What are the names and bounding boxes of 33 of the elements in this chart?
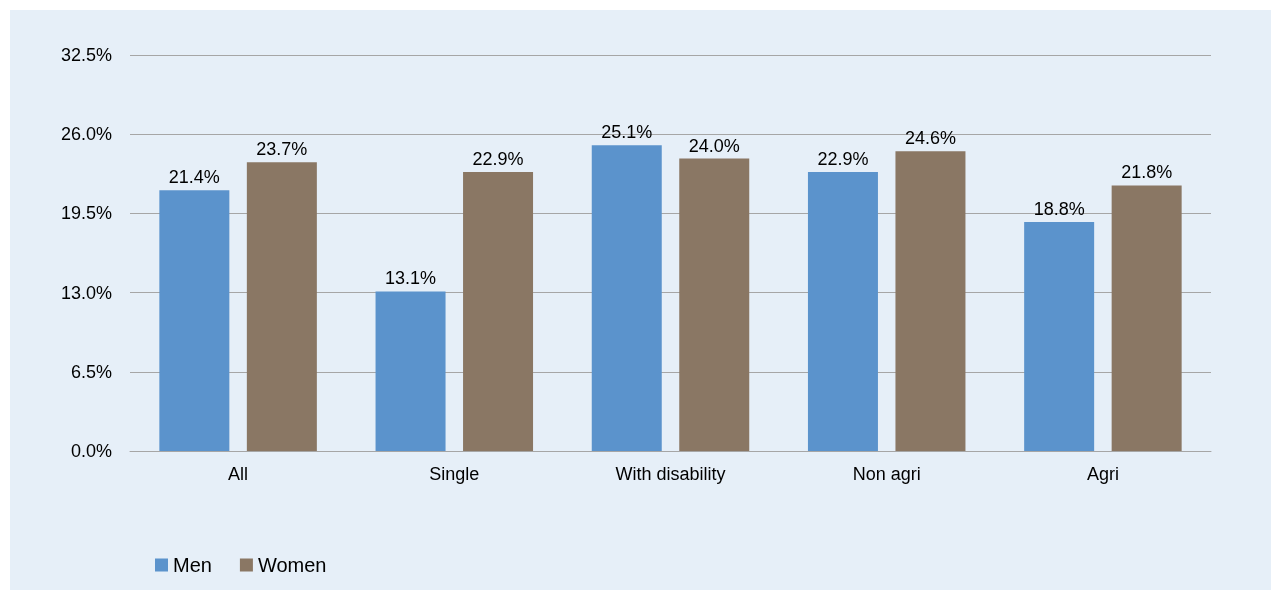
data-label: 13.1% bbox=[385, 268, 437, 289]
bar bbox=[1024, 221, 1095, 451]
data-label: 22.9% bbox=[817, 148, 869, 169]
x-tick-label: Single bbox=[429, 464, 480, 484]
data-label: 22.9% bbox=[472, 148, 524, 169]
bar bbox=[807, 171, 878, 451]
y-tick-label: 26.0% bbox=[60, 124, 112, 145]
bar bbox=[159, 190, 230, 451]
y-tick-label: 32.5% bbox=[60, 45, 112, 65]
bar bbox=[375, 291, 446, 451]
bar bbox=[895, 151, 966, 451]
y-tick-label: 19.5% bbox=[60, 203, 112, 224]
y-tick-label: 0.0% bbox=[70, 441, 112, 461]
x-tick-label: Agri bbox=[1086, 464, 1119, 484]
legend-label: Women bbox=[257, 554, 327, 576]
data-label: 25.1% bbox=[601, 122, 653, 143]
bar bbox=[679, 158, 750, 451]
x-tick-label: All bbox=[228, 464, 249, 484]
data-label: 24.0% bbox=[688, 135, 740, 156]
data-label: 24.6% bbox=[904, 128, 956, 149]
bar bbox=[246, 162, 317, 451]
bar bbox=[591, 145, 662, 451]
bar bbox=[1111, 185, 1182, 451]
bar bbox=[463, 171, 534, 451]
x-tick-label: Non agri bbox=[852, 464, 921, 484]
x-tick-label: With disability bbox=[615, 464, 726, 484]
data-label: 21.8% bbox=[1121, 162, 1173, 183]
legend-label: Men bbox=[173, 554, 212, 576]
data-label: 18.8% bbox=[1033, 198, 1085, 219]
data-label: 23.7% bbox=[256, 139, 308, 160]
y-tick-label: 6.5% bbox=[70, 361, 112, 382]
data-label: 21.4% bbox=[168, 167, 220, 188]
y-tick-label: 13.0% bbox=[60, 282, 112, 303]
